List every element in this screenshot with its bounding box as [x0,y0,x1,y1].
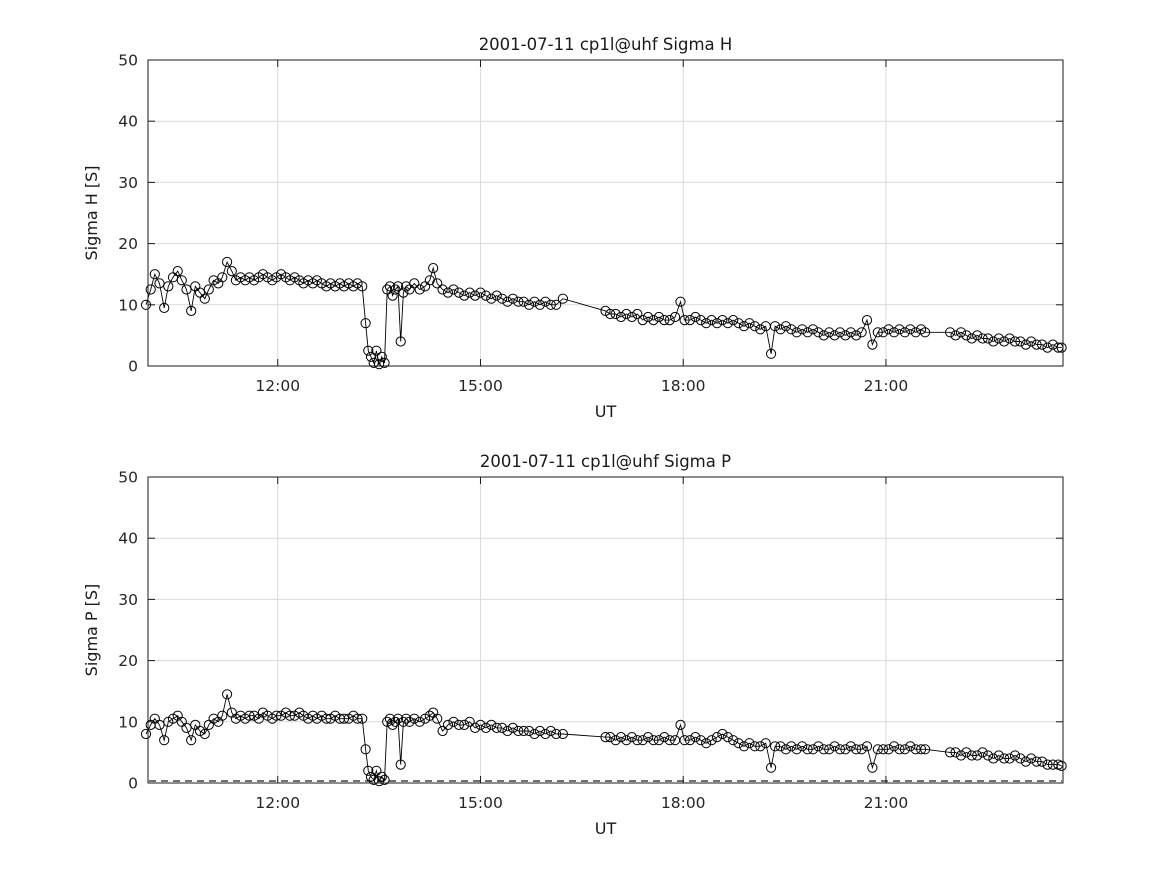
x-tick-label: 12:00 [255,377,300,395]
chart-title-sigma-p: 2001-07-11 cp1l@uhf Sigma P [480,452,731,471]
series-markers [140,689,1067,787]
y-tick-label: 10 [118,713,138,731]
series-line [145,694,1062,783]
axis-ticks [148,59,1063,367]
x-tick-label: 12:00 [255,794,300,812]
x-tick-label: 21:00 [864,377,909,395]
x-tick-label: 15:00 [458,377,503,395]
y-tick-label: 50 [118,52,138,70]
axis-box [147,476,1064,784]
x-tick-label: 21:00 [864,794,909,812]
x-tick-label: 18:00 [661,377,706,395]
y-tick-label: 10 [118,296,138,314]
sigma-h-plot-area: 0 10 20 30 40 50 12:00 15:00 18:00 21:00 [118,52,1067,395]
x-axis-label-ut-bottom: UT [595,819,617,838]
series-line [145,260,1062,366]
axis-box [147,59,1064,367]
y-axis-label-sigma-p: Sigma P [S] [82,584,101,677]
grid-lines [148,59,1063,367]
y-tick-label: 30 [118,591,138,609]
y-tick-label: 30 [118,174,138,192]
y-tick-label: 40 [118,113,138,131]
y-axis-label-sigma-h: Sigma H [S] [82,166,101,261]
sigma-p-plot-area: 0 10 20 30 40 50 12:00 15:00 18:00 21:00 [118,469,1067,812]
y-tick-label: 0 [128,775,138,793]
x-axis-label-ut-top: UT [595,402,617,421]
y-tick-label: 20 [118,652,138,670]
y-tick-label: 40 [118,530,138,548]
y-tick-label: 50 [118,469,138,487]
y-tick-label: 20 [118,235,138,253]
x-tick-label: 15:00 [458,794,503,812]
axis-ticks [148,476,1063,784]
y-tick-label: 0 [128,358,138,376]
x-tick-label: 18:00 [661,794,706,812]
series-markers [140,256,1067,370]
chart-title-sigma-h: 2001-07-11 cp1l@uhf Sigma H [479,35,733,54]
